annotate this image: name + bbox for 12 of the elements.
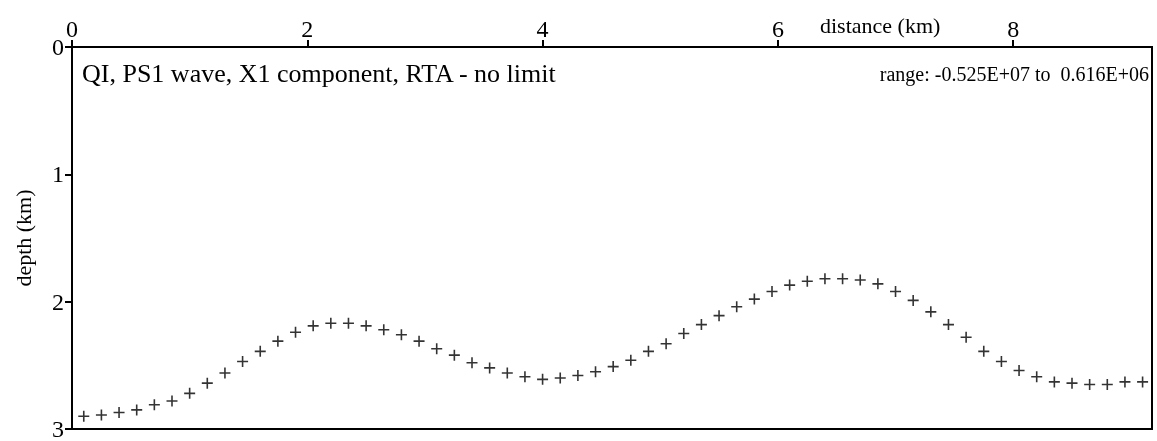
y-tick-label: 1 (52, 161, 64, 188)
y-tick-label: 2 (52, 288, 64, 315)
annotation: QI, PS1 wave, X1 component, RTA - no limit (82, 58, 557, 88)
y-axis-title: depth (km) (10, 189, 36, 287)
y-tick-label: 3 (52, 416, 64, 441)
x-tick-label: 6 (771, 16, 784, 42)
x-tick-label: 4 (536, 16, 549, 42)
x-tick-label: 8 (1007, 16, 1020, 42)
annotation: range: -0.525E+07 to 0.616E+06 (879, 63, 1150, 86)
x-axis-title: distance (km) (820, 12, 941, 38)
y-tick-label: 0 (52, 34, 64, 60)
x-tick-label: 2 (301, 16, 314, 42)
